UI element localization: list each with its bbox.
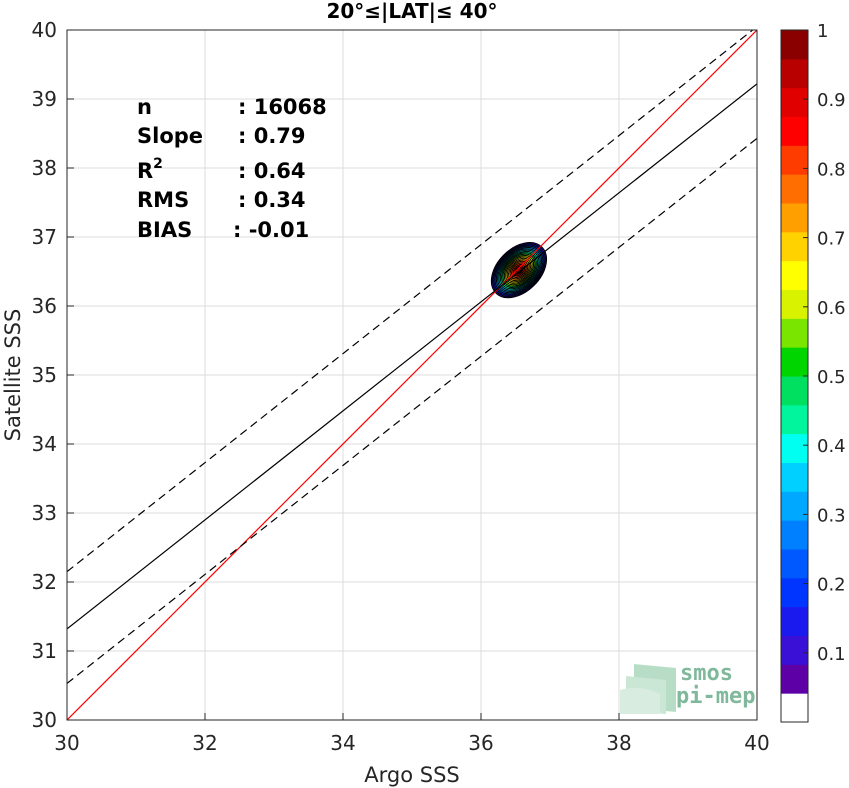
colorbar-band-8 xyxy=(781,462,808,492)
x-tick-label-3: 36 xyxy=(468,731,493,755)
colorbar-band-10 xyxy=(781,404,808,435)
stat-bias-value: : -0.01 xyxy=(233,218,309,242)
stat-rms-label: RMS xyxy=(137,188,189,212)
x-tick-label-0: 30 xyxy=(54,731,79,755)
colorbar-tick-label-7: 0.8 xyxy=(817,159,846,180)
stat-bias-label: BIAS xyxy=(137,218,192,242)
colorbar-band-21 xyxy=(781,87,808,117)
stat-n-value: : 16068 xyxy=(238,95,327,119)
colorbar-band-22 xyxy=(781,58,808,89)
y-tick-label-6: 36 xyxy=(32,294,57,318)
colorbar-band-5 xyxy=(781,549,808,579)
line-regression xyxy=(67,83,757,630)
colorbar-tick-label-5: 0.6 xyxy=(817,298,846,319)
line-lower xyxy=(67,137,757,684)
colorbar-band-15 xyxy=(781,260,808,290)
colorbar-band-17 xyxy=(781,203,808,233)
y-tick-label-3: 33 xyxy=(32,501,57,525)
logo-line2: pi-mep xyxy=(676,684,755,709)
chart-title: 20°≤|LAT|≤ 40° xyxy=(326,0,497,23)
colorbar-band-7 xyxy=(781,491,808,521)
x-ticks: 30 32 34 36 38 40 xyxy=(54,713,770,755)
stats-box: n : 16068 Slope : 0.79 R2 : 0.64 RMS : 0… xyxy=(137,95,327,242)
stat-r2-label: R2 xyxy=(137,156,163,183)
colorbar-band-23 xyxy=(781,30,808,60)
stat-slope-label: Slope xyxy=(137,124,203,148)
colorbar-band-16 xyxy=(781,231,808,262)
colorbar xyxy=(781,30,808,723)
y-ticks: 30 31 32 33 34 35 36 37 38 39 40 xyxy=(32,18,74,732)
x-tick-label-4: 38 xyxy=(606,731,631,755)
y-tick-label-4: 34 xyxy=(32,432,57,456)
colorbar-tick-label-0: 0.1 xyxy=(817,644,846,665)
colorbar-tick-label-1: 0.2 xyxy=(817,575,846,596)
smos-logo: smos pi-mep xyxy=(620,661,755,714)
colorbar-band-4 xyxy=(781,577,808,608)
y-tick-label-8: 38 xyxy=(32,156,57,180)
colorbar-band-12 xyxy=(781,347,808,377)
colorbar-tick-label-9: 1 xyxy=(817,21,828,42)
y-tick-label-0: 30 xyxy=(32,708,57,732)
stat-r2-sup: 2 xyxy=(153,156,163,172)
line-upper xyxy=(67,30,754,573)
y-tick-label-7: 37 xyxy=(32,225,57,249)
colorbar-tick-label-3: 0.4 xyxy=(817,436,846,457)
colorbar-ticks: 0.1 0.2 0.3 0.4 0.5 0.6 0.7 0.8 0.9 1 xyxy=(803,21,846,665)
y-axis-label: Satellite SSS xyxy=(1,309,25,442)
stat-n-label: n xyxy=(137,95,152,119)
colorbar-band-18 xyxy=(781,174,808,204)
colorbar-band-1 xyxy=(781,664,808,694)
colorbar-tick-label-4: 0.5 xyxy=(817,367,846,388)
y-tick-label-1: 31 xyxy=(32,639,57,663)
y-tick-label-9: 39 xyxy=(32,87,57,111)
y-tick-label-10: 40 xyxy=(32,18,57,42)
stat-r2-value: : 0.64 xyxy=(238,159,306,183)
logo-line1: smos xyxy=(680,661,733,686)
colorbar-band-19 xyxy=(781,145,808,175)
grid xyxy=(66,29,758,721)
stat-slope-value: : 0.79 xyxy=(238,124,306,148)
y-tick-label-5: 35 xyxy=(32,363,57,387)
line-identity xyxy=(67,30,757,720)
colorbar-tick-label-2: 0.3 xyxy=(817,505,846,526)
colorbar-band-6 xyxy=(781,520,808,550)
logo-waves-icon xyxy=(620,664,676,714)
colorbar-band-14 xyxy=(781,289,808,319)
colorbar-band-11 xyxy=(781,376,808,406)
colorbar-band-3 xyxy=(781,606,808,636)
colorbar-tick-label-8: 0.9 xyxy=(817,90,846,111)
x-tick-label-2: 34 xyxy=(330,731,355,755)
x-axis-label: Argo SSS xyxy=(364,763,459,787)
colorbar-band-13 xyxy=(781,318,808,348)
colorbar-band-0 xyxy=(781,693,808,723)
x-tick-label-5: 40 xyxy=(744,731,769,755)
colorbar-tick-label-6: 0.7 xyxy=(817,229,846,250)
stat-rms-value: : 0.34 xyxy=(238,188,306,212)
y-tick-label-2: 32 xyxy=(32,570,57,594)
colorbar-band-2 xyxy=(781,635,808,665)
x-tick-label-1: 32 xyxy=(192,731,217,755)
colorbar-band-20 xyxy=(781,116,808,146)
stat-r2-base: R xyxy=(137,159,153,183)
fit-lines xyxy=(67,30,757,720)
colorbar-band-9 xyxy=(781,433,808,463)
